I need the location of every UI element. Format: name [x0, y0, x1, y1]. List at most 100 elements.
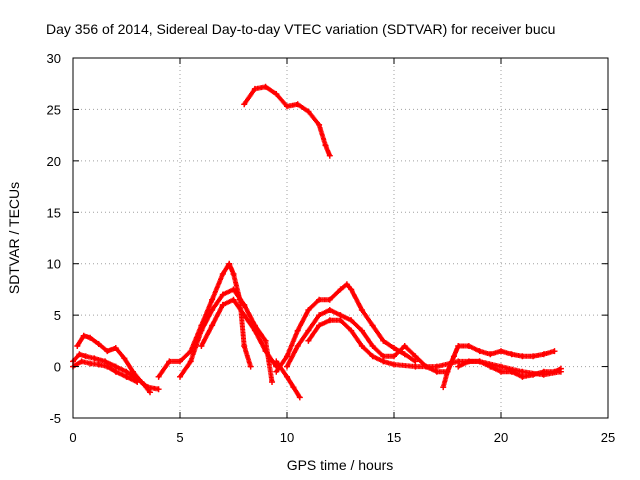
series-arc-7 [241, 83, 333, 159]
data-series-layer [70, 83, 564, 401]
data-point [198, 343, 205, 349]
data-point [269, 379, 276, 385]
data-point [391, 345, 397, 352]
y-tick-label: -5 [49, 411, 61, 426]
data-point [530, 353, 537, 360]
data-point [305, 307, 312, 313]
data-point [498, 348, 504, 355]
data-point [219, 291, 226, 298]
data-point [230, 271, 237, 277]
data-point [316, 121, 323, 128]
data-point [326, 307, 333, 313]
data-point [230, 286, 237, 293]
data-point [78, 358, 85, 365]
data-point [296, 394, 303, 401]
data-point [262, 337, 269, 344]
series-arc-9 [273, 281, 419, 375]
data-point [104, 363, 111, 370]
y-tick-label: 5 [54, 308, 61, 323]
data-point [209, 307, 216, 313]
x-tick-label: 5 [176, 430, 183, 445]
data-point [241, 101, 248, 108]
data-point [134, 379, 141, 385]
data-point [498, 368, 504, 375]
data-point [380, 353, 387, 360]
data-point [80, 332, 87, 339]
data-point [187, 358, 194, 365]
data-point [177, 358, 183, 365]
data-point [380, 337, 387, 344]
data-point [219, 301, 226, 308]
data-point [95, 361, 102, 368]
data-point [440, 384, 447, 391]
data-point [391, 353, 397, 360]
data-point [380, 358, 387, 365]
data-point [112, 363, 119, 370]
data-point [102, 358, 109, 365]
data-point [358, 327, 365, 334]
data-point [322, 142, 329, 149]
chart-title: Day 356 of 2014, Sidereal Day-to-day VTE… [46, 21, 555, 37]
data-point [251, 85, 258, 92]
data-point [87, 334, 94, 341]
data-point [498, 363, 504, 370]
data-point [476, 348, 483, 355]
data-point [412, 363, 419, 370]
data-point [433, 368, 440, 375]
data-point [284, 373, 290, 380]
data-point [147, 389, 154, 396]
data-point [262, 83, 269, 90]
data-point [450, 353, 457, 360]
data-point [465, 358, 472, 365]
data-point [284, 353, 290, 360]
data-point [412, 353, 419, 360]
data-point [369, 343, 376, 349]
data-point [273, 368, 280, 375]
y-tick-label: 15 [47, 205, 61, 220]
data-point [455, 363, 462, 370]
data-point [74, 343, 81, 349]
data-point [123, 368, 130, 375]
data-point [241, 343, 248, 349]
data-point [348, 317, 355, 324]
data-point [123, 373, 130, 380]
data-point [273, 91, 280, 97]
data-point [129, 368, 136, 375]
series-arc-4 [155, 260, 254, 380]
data-point [391, 361, 397, 368]
data-point [294, 101, 301, 108]
series-trace-arc-7 [241, 84, 333, 159]
data-point [412, 358, 419, 365]
data-point [112, 345, 119, 352]
data-point [95, 340, 102, 347]
data-point [230, 296, 237, 303]
data-point [316, 312, 323, 319]
data-point [326, 296, 333, 303]
data-point [241, 301, 248, 308]
data-point [540, 368, 547, 375]
data-point [343, 281, 350, 288]
data-point [219, 271, 226, 277]
data-point [433, 363, 440, 370]
data-point [316, 296, 323, 303]
x-tick-label: 20 [494, 430, 508, 445]
data-point [112, 368, 119, 375]
data-point [551, 348, 558, 355]
data-point [401, 343, 408, 349]
data-point [444, 368, 451, 375]
data-point [76, 351, 83, 358]
data-point [326, 152, 333, 159]
y-axis-title: SDTVAR / TECUs [6, 182, 22, 294]
data-point [209, 322, 216, 329]
y-tick-label: 30 [47, 51, 61, 66]
data-point [455, 343, 462, 349]
data-point [284, 103, 290, 110]
data-point [251, 327, 258, 334]
series-arc-12 [440, 343, 558, 391]
data-point [305, 108, 312, 115]
data-point [508, 368, 515, 375]
data-point [337, 317, 344, 324]
data-point [273, 358, 280, 365]
data-point [348, 327, 355, 334]
